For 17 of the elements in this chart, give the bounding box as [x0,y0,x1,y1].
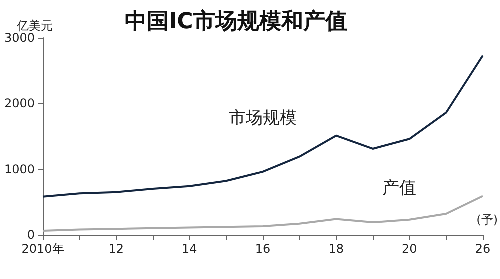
series-label: 市场规模 [229,108,297,128]
line-series [42,54,484,198]
y-tick-label: 0 [27,228,35,242]
x-tick-label: 12 [108,242,124,256]
x-tick-label: 2010年 [22,242,64,256]
x-tick-label: 20 [402,242,418,256]
y-tick-label: 1000 [4,162,35,176]
x-tick-label: 26 [475,242,491,256]
chart-title: 中国IC市场规模和产值 [125,8,348,34]
x-tick-label: 14 [182,242,198,256]
series-label: 产值 [382,178,417,198]
y-axis-title: 亿美元 [16,19,53,33]
y-tick-label: 2000 [4,96,35,111]
y-tick-label: 3000 [4,31,35,45]
x-tick-label: 16 [255,242,271,256]
annotation: (予) [476,213,498,227]
x-tick-label: 18 [328,242,344,256]
